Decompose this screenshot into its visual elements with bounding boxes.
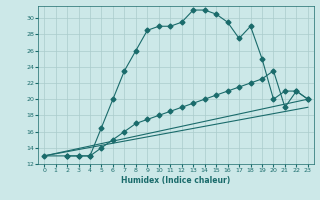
X-axis label: Humidex (Indice chaleur): Humidex (Indice chaleur) (121, 176, 231, 185)
